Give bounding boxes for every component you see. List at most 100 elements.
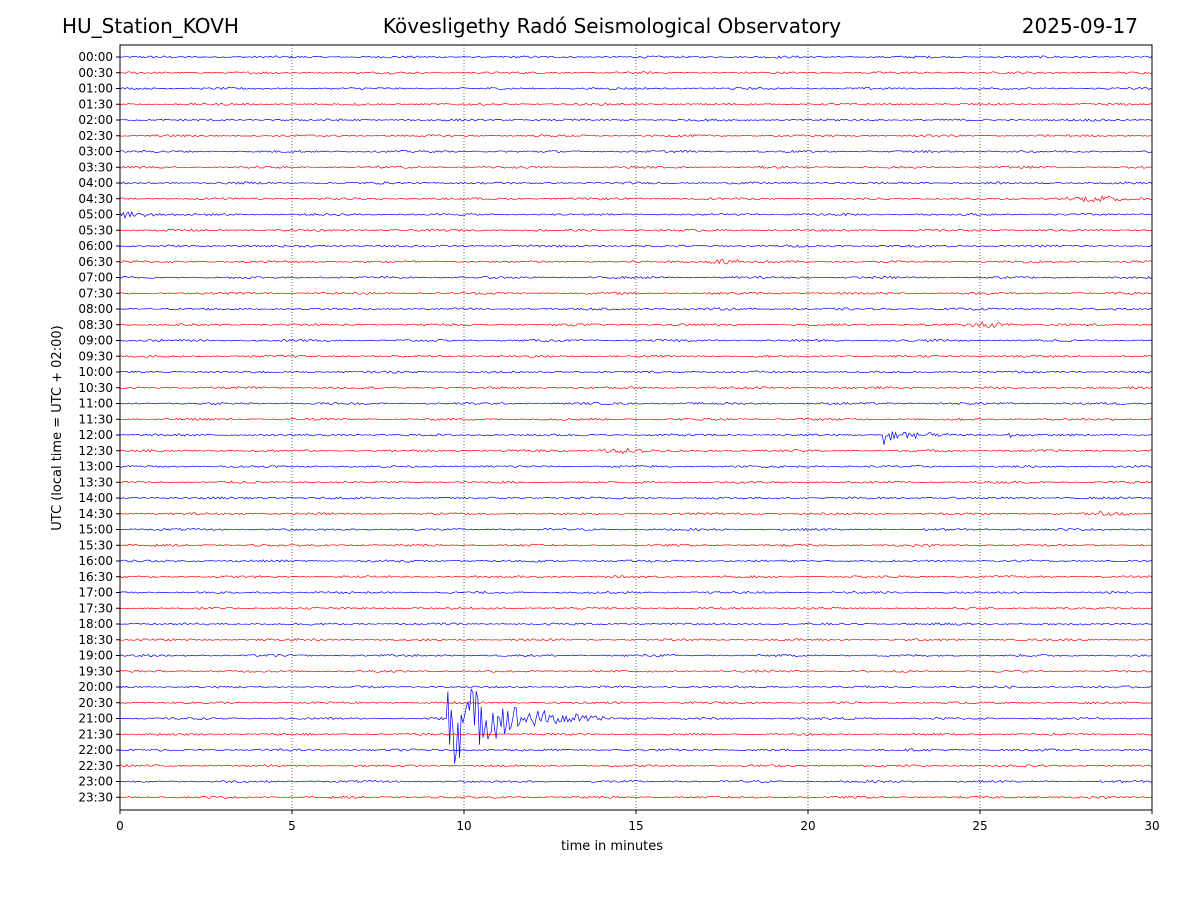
trace-0600 xyxy=(120,244,1153,248)
grid-lines xyxy=(291,45,981,810)
trace-1630 xyxy=(119,575,1153,579)
traces-layer xyxy=(119,55,1153,799)
trace-1800 xyxy=(119,622,1153,626)
y-tick-label: 04:00 xyxy=(78,176,113,190)
y-tick-label: 22:00 xyxy=(78,743,113,757)
trace-0900 xyxy=(119,338,1153,343)
station-name: HU_Station_KOVH xyxy=(62,14,239,38)
y-tick-label: 19:00 xyxy=(78,649,113,663)
trace-1600 xyxy=(119,559,1153,563)
trace-1000 xyxy=(119,370,1153,374)
y-tick-label: 03:00 xyxy=(78,145,113,159)
y-tick-label: 05:30 xyxy=(78,223,113,237)
y-tick-label: 07:00 xyxy=(78,271,113,285)
trace-0400 xyxy=(119,181,1153,185)
trace-0730 xyxy=(119,291,1153,295)
y-tick-label: 11:30 xyxy=(78,412,113,426)
trace-1900 xyxy=(119,653,1153,658)
y-tick-label: 07:30 xyxy=(78,286,113,300)
y-tick-label: 14:00 xyxy=(78,491,113,505)
trace-2300 xyxy=(119,779,1153,784)
y-tick-label: 08:00 xyxy=(78,302,113,316)
x-tick-label: 0 xyxy=(116,819,124,833)
y-tick-label: 02:00 xyxy=(78,113,113,127)
trace-1730 xyxy=(119,606,1153,610)
y-tick-label: 22:30 xyxy=(78,759,113,773)
y-tick-label: 04:30 xyxy=(78,192,113,206)
trace-2230 xyxy=(119,764,1153,768)
y-tick-label: 14:30 xyxy=(78,507,113,521)
trace-1500 xyxy=(119,527,1153,532)
x-axis-label: time in minutes xyxy=(561,839,663,854)
y-tick-label: 18:00 xyxy=(78,617,113,631)
trace-0230 xyxy=(119,134,1153,138)
trace-1700 xyxy=(119,590,1153,595)
y-tick-label: 09:30 xyxy=(78,349,113,363)
x-tick-label: 30 xyxy=(1144,819,1159,833)
y-tick-label: 23:00 xyxy=(78,775,113,789)
x-tick-label: 5 xyxy=(288,819,296,833)
x-tick-label: 15 xyxy=(628,819,643,833)
trace-1300 xyxy=(119,464,1153,469)
y-tick-label: 01:30 xyxy=(78,97,113,111)
y-tick-label: 16:00 xyxy=(78,554,113,568)
trace-0800 xyxy=(119,307,1153,311)
trace-1830 xyxy=(119,638,1153,642)
y-tick-label: 10:00 xyxy=(78,365,113,379)
y-tick-label: 17:30 xyxy=(78,601,113,615)
y-tick-label: 09:00 xyxy=(78,334,113,348)
trace-2030 xyxy=(119,701,1153,705)
trace-0100 xyxy=(119,86,1153,91)
y-tick-label: 10:30 xyxy=(78,381,113,395)
y-tick-label: 15:00 xyxy=(78,523,113,537)
y-tick-label: 17:00 xyxy=(78,586,113,600)
y-tick-label: 13:00 xyxy=(78,460,113,474)
y-tick-label: 06:00 xyxy=(78,239,113,253)
y-tick-label: 12:30 xyxy=(78,444,113,458)
trace-1930 xyxy=(119,669,1153,673)
trace-2000 xyxy=(119,685,1153,689)
trace-0500 xyxy=(119,211,1153,219)
trace-2200 xyxy=(119,748,1153,752)
chart-date: 2025-09-17 xyxy=(1021,14,1138,38)
y-tick-label: 08:30 xyxy=(78,318,113,332)
x-tick-label: 10 xyxy=(456,819,471,833)
trace-0200 xyxy=(119,118,1153,122)
y-tick-label: 13:30 xyxy=(78,475,113,489)
y-tick-label: 23:30 xyxy=(78,790,113,804)
trace-0630 xyxy=(119,258,1153,265)
trace-1530 xyxy=(119,543,1153,547)
x-axis: 0 5 10 15 20 25 30 xyxy=(116,810,1160,833)
trace-2130 xyxy=(119,732,1152,736)
x-tick-label: 25 xyxy=(972,819,987,833)
y-tick-label: 12:00 xyxy=(78,428,113,442)
trace-0030 xyxy=(119,71,1153,75)
y-tick-label: 15:30 xyxy=(78,538,113,552)
trace-1230 xyxy=(119,447,1153,455)
trace-0300 xyxy=(119,149,1153,154)
trace-0430 xyxy=(119,195,1153,203)
x-tick-label: 20 xyxy=(800,819,815,833)
y-tick-label: 19:30 xyxy=(78,664,113,678)
trace-0530 xyxy=(119,228,1153,232)
y-tick-label: 05:00 xyxy=(78,208,113,222)
trace-0000 xyxy=(119,55,1153,59)
trace-2100 xyxy=(119,688,1153,764)
trace-0930 xyxy=(119,354,1153,358)
y-tick-label: 00:30 xyxy=(78,66,113,80)
trace-2330 xyxy=(119,795,1153,799)
trace-1100 xyxy=(119,401,1153,406)
y-tick-label: 00:00 xyxy=(78,50,113,64)
y-tick-label: 20:00 xyxy=(78,680,113,694)
trace-1200 xyxy=(119,431,1153,445)
y-tick-label: 21:00 xyxy=(78,712,113,726)
y-tick-label: 18:30 xyxy=(78,633,113,647)
y-tick-label: 11:00 xyxy=(78,397,113,411)
trace-1430 xyxy=(119,510,1153,516)
y-tick-label: 03:30 xyxy=(78,160,113,174)
trace-1030 xyxy=(119,386,1153,390)
y-tick-label: 06:30 xyxy=(78,255,113,269)
y-tick-label: 21:30 xyxy=(78,727,113,741)
trace-0700 xyxy=(119,275,1153,280)
